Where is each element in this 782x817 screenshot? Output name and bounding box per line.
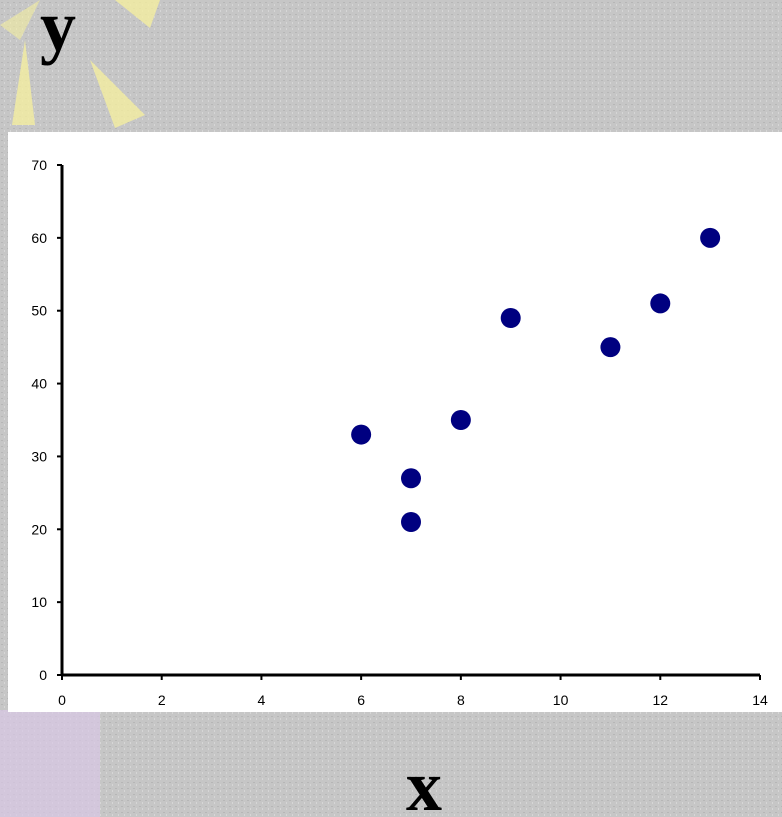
x-tick-label: 6 (357, 692, 365, 708)
point (600, 337, 620, 357)
slide: y x 0 10 20 30 40 50 60 70 0 2 4 6 8 10 12 14 (0, 0, 782, 817)
x-tick-label: 8 (457, 692, 465, 708)
y-tick-label: 70 (31, 157, 47, 173)
point (401, 468, 421, 488)
y-axis-label: y (40, 0, 76, 66)
y-tick-label: 60 (31, 230, 47, 246)
point (501, 308, 521, 328)
x-tick-label: 2 (158, 692, 166, 708)
y-tick-label: 40 (31, 376, 47, 392)
point (451, 410, 471, 430)
point (401, 512, 421, 532)
point (351, 425, 371, 445)
chart-area (8, 132, 782, 712)
decor (0, 710, 100, 817)
x-tick-label: 0 (58, 692, 66, 708)
point (650, 293, 670, 313)
x-tick-label: 12 (652, 692, 668, 708)
y-tick-label: 20 (31, 521, 47, 537)
x-axis-label: x (406, 746, 442, 817)
x-tick-label: 14 (752, 692, 768, 708)
point (700, 228, 720, 248)
y-tick-label: 50 (31, 303, 47, 319)
x-tick-label: 4 (258, 692, 266, 708)
y-tick-label: 0 (39, 667, 47, 683)
y-tick-label: 30 (31, 448, 47, 464)
y-tick-label: 10 (31, 594, 47, 610)
x-tick-label: 10 (553, 692, 569, 708)
